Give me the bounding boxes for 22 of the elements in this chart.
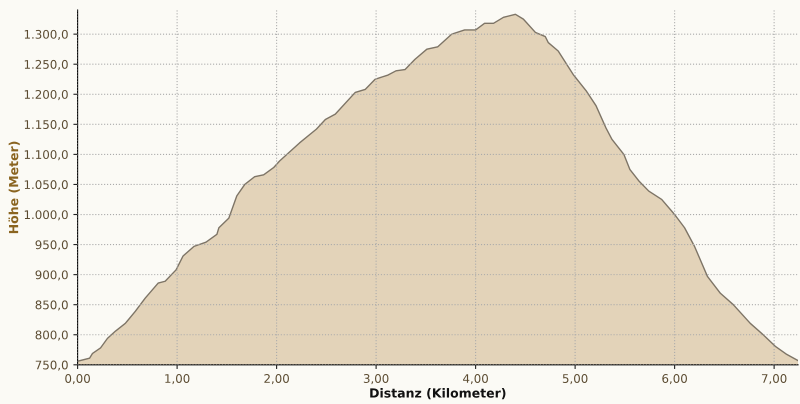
y-tick-label: 1.300,0 bbox=[24, 30, 68, 40]
x-tick-label: 6,00 bbox=[662, 374, 687, 384]
x-tick-label: 0,00 bbox=[65, 374, 90, 384]
y-tick-label: 750,0 bbox=[36, 360, 68, 371]
y-tick-label: 800,0 bbox=[36, 330, 68, 341]
y-tick-label: 1.000,0 bbox=[24, 210, 68, 220]
x-tick-label: 3,00 bbox=[364, 374, 388, 384]
y-tick-label: 950,0 bbox=[36, 240, 68, 250]
x-tick-label: 7,00 bbox=[762, 374, 786, 384]
y-tick-label: 1.250,0 bbox=[24, 60, 68, 70]
y-tick-label: 900,0 bbox=[36, 270, 68, 280]
y-tick-label: 850,0 bbox=[36, 300, 68, 311]
x-tick-label: 5,00 bbox=[562, 374, 588, 384]
x-tick-label: 4,00 bbox=[463, 374, 488, 384]
y-tick-label: 1.100,0 bbox=[24, 150, 68, 160]
y-tick-label: 1.200,0 bbox=[24, 90, 68, 100]
y-axis-title: Höhe (Meter) bbox=[8, 142, 20, 234]
y-tick-label: 1.150,0 bbox=[24, 120, 68, 130]
y-tick-label: 1.050,0 bbox=[24, 180, 68, 190]
x-axis-title: Distanz (Kilometer) bbox=[370, 388, 506, 400]
x-tick-label: 2,00 bbox=[264, 374, 289, 384]
x-tick-label: 1,00 bbox=[165, 374, 190, 384]
